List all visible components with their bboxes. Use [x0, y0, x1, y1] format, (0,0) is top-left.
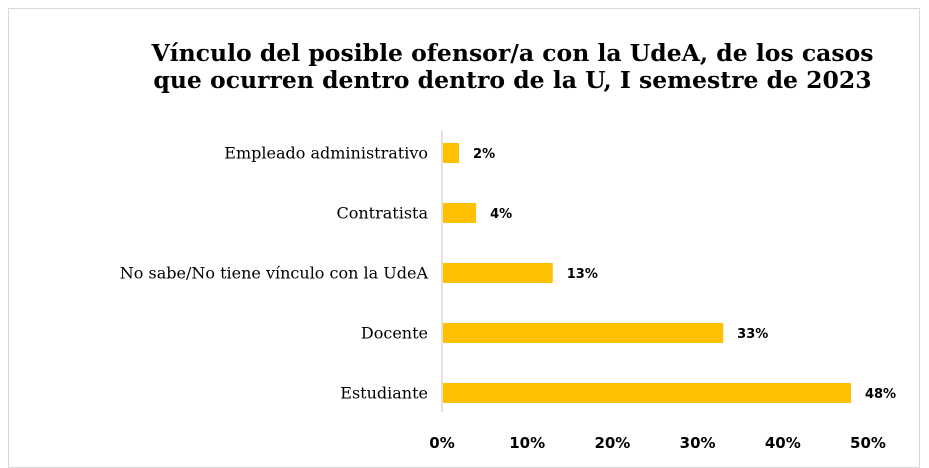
data-label: 33% [737, 327, 768, 342]
x-tick-label: 20% [594, 434, 630, 452]
bar-4 [443, 323, 724, 343]
x-tick-label: 50% [850, 434, 886, 452]
category-label: Empleado administrativo [224, 144, 428, 163]
data-label: 48% [865, 387, 896, 402]
bar-2 [443, 203, 477, 223]
bar-3 [443, 263, 553, 283]
x-tick-label: 0% [429, 434, 454, 452]
chart-title: Vínculo del posible ofensor/a con la Ude… [151, 39, 874, 94]
data-label: 13% [567, 267, 598, 282]
data-label: 2% [473, 147, 495, 162]
category-label: Contratista [336, 204, 428, 223]
bar-1 [443, 143, 460, 163]
category-label: No sabe/No tiene vínculo con la UdeA [120, 264, 429, 283]
category-label: Estudiante [340, 384, 428, 403]
bar-5 [443, 383, 851, 403]
category-label: Docente [361, 324, 428, 343]
x-tick-label: 30% [680, 434, 716, 452]
x-tick-label: 40% [765, 434, 801, 452]
x-tick-label: 10% [509, 434, 545, 452]
data-label: 4% [490, 207, 512, 222]
